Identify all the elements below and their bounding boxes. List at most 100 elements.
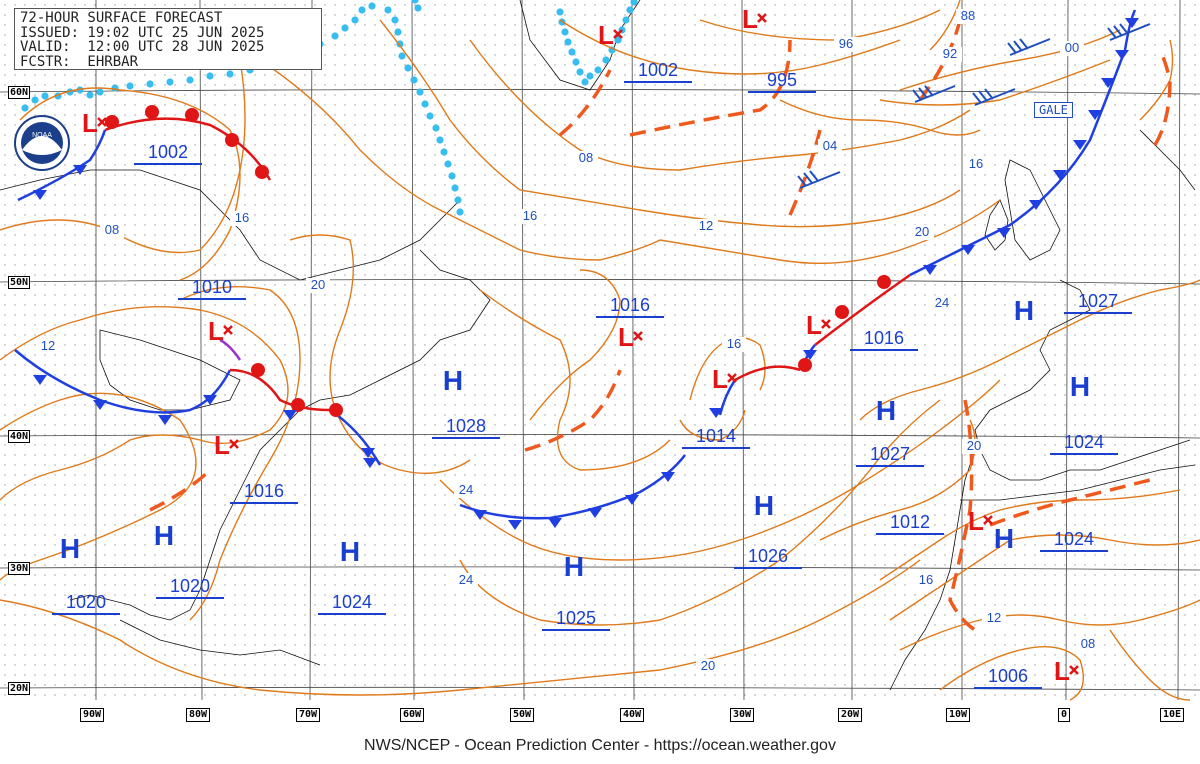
- cold-front-marker: [625, 495, 639, 505]
- lat-label-40n: 40N: [8, 430, 31, 443]
- warm-front-marker: [185, 108, 199, 122]
- ice-edge-dot: [331, 32, 339, 40]
- high-pressure-symbol: H: [340, 536, 360, 567]
- ice-edge-dot: [384, 6, 392, 14]
- ice-edge-dot: [576, 68, 584, 76]
- low-pressure-symbol: L: [82, 108, 98, 138]
- issued-time: ISSUED: 19:02 UTC 25 JUN 2025: [20, 24, 265, 41]
- isobars: [0, 0, 1200, 701]
- low-center-x-mark: [633, 331, 643, 341]
- ice-edge-dot: [454, 196, 462, 204]
- cold-front-marker: [961, 245, 975, 255]
- high-pressure-symbol: H: [443, 365, 463, 396]
- ice-edge-dot: [411, 0, 419, 4]
- lon-label-30w: 30W: [730, 708, 755, 722]
- high-pressure-value: 1026: [748, 546, 788, 566]
- troughs: [149, 19, 1172, 632]
- ice-edge-dot: [561, 28, 569, 36]
- ice-edge-dot: [451, 184, 459, 192]
- ice-edge-dot: [206, 72, 214, 80]
- low-center-x-mark: [1069, 665, 1079, 675]
- isobar-value-label: 08: [105, 222, 119, 237]
- lat-label-50n: 50N: [8, 276, 31, 289]
- ice-edge-dot: [391, 16, 399, 24]
- noaa-logo-text: NOAA: [32, 132, 52, 139]
- ice-edge-dot: [432, 124, 440, 132]
- low-pressure-symbol: L: [1054, 656, 1070, 686]
- ice-edge-dot: [564, 38, 572, 46]
- cold-front-marker: [508, 520, 522, 530]
- high-pressure-symbol: H: [1070, 371, 1090, 402]
- lon-label-20w: 20W: [838, 708, 863, 722]
- isobar-value-label: 04: [823, 138, 837, 153]
- cold-front-marker: [1115, 50, 1129, 60]
- isobar-value-label: 16: [727, 336, 741, 351]
- low-pressure-symbol: L: [968, 506, 984, 536]
- isobar-value-label: 16: [919, 572, 933, 587]
- isobar-label-bg: [964, 157, 988, 172]
- ice-edge-dot: [568, 48, 576, 56]
- isobar-value-label: 24: [459, 572, 473, 587]
- isobar-value-label: 20: [967, 438, 981, 453]
- ice-edge-dot: [41, 92, 49, 100]
- ice-edge-dot: [86, 91, 94, 99]
- isobar-value-label: 16: [969, 156, 983, 171]
- high-pressure-symbol: H: [994, 523, 1014, 554]
- ice-edge-dot: [622, 16, 630, 24]
- low-pressure-symbol: L: [618, 322, 634, 352]
- high-pressure-value: 1027: [1078, 291, 1118, 311]
- warm-front-marker: [105, 115, 119, 129]
- ice-edge-dot: [626, 6, 634, 14]
- ice-edge-dot: [614, 36, 622, 44]
- cold-front-marker: [363, 458, 377, 468]
- cold-front-marker: [73, 165, 87, 175]
- ice-edge-dot: [186, 76, 194, 84]
- lon-label-60w: 60W: [400, 708, 425, 722]
- low-pressure-symbol: L: [208, 316, 224, 346]
- isobar-value-label: 16: [523, 208, 537, 223]
- cold-front-marker: [588, 508, 602, 518]
- isobar-label-bg: [938, 47, 962, 62]
- low-pressure-symbol: L: [598, 20, 614, 50]
- isobar-value-label: 08: [1081, 636, 1095, 651]
- ice-edge-dot: [630, 0, 638, 6]
- ice-edge-dot: [126, 82, 134, 90]
- high-pressure-symbol: H: [1014, 295, 1034, 326]
- warm-front-marker: [835, 305, 849, 319]
- ice-edge-dot: [76, 86, 84, 94]
- lon-label-90w: 90W: [80, 708, 105, 722]
- cold-front-marker: [1053, 170, 1067, 180]
- low-pressure-symbol: L: [712, 364, 728, 394]
- ice-edge-dot: [146, 80, 154, 88]
- low-center-x-mark: [229, 439, 239, 449]
- isobar-label-bg: [454, 483, 478, 498]
- lon-label-10e: 10E: [1160, 708, 1185, 722]
- cold-front-marker: [283, 410, 297, 420]
- isobar-value-label: 96: [839, 36, 853, 51]
- cold-front-marker: [33, 190, 47, 200]
- isobar-label-bg: [982, 611, 1006, 626]
- gale-warning-label: GALE: [1034, 102, 1073, 118]
- high-pressure-value: 1028: [446, 416, 486, 436]
- high-pressure-symbol: H: [154, 520, 174, 551]
- isobar-label-bg: [696, 659, 720, 674]
- forecaster: FCSTR: EHRBAR: [20, 53, 139, 70]
- ice-edge-dot: [581, 78, 589, 86]
- ice-edge-dot: [166, 78, 174, 86]
- isobar-label-bg: [230, 211, 254, 226]
- ice-edge-dot: [594, 66, 602, 74]
- cold-front-marker: [473, 510, 487, 520]
- isobar-label-bg: [910, 225, 934, 240]
- low-pressure-symbol: L: [806, 310, 822, 340]
- cold-front-marker: [923, 265, 937, 275]
- high-pressure-value: 1024: [1064, 432, 1104, 452]
- low-pressure-value: 1012: [890, 512, 930, 532]
- cold-front-marker: [1088, 110, 1102, 120]
- warm-front-marker: [291, 398, 305, 412]
- isobar-label-bg: [834, 37, 858, 52]
- low-pressure-value: 1010: [192, 277, 232, 297]
- isobar-labels: 96 88 92 00 04 08 16 12 16 20 24 08 16 20 12 16 24 24 20 20…: [36, 8, 1100, 674]
- ice-edge-dot: [351, 16, 359, 24]
- high-pressure-symbol: H: [564, 551, 584, 582]
